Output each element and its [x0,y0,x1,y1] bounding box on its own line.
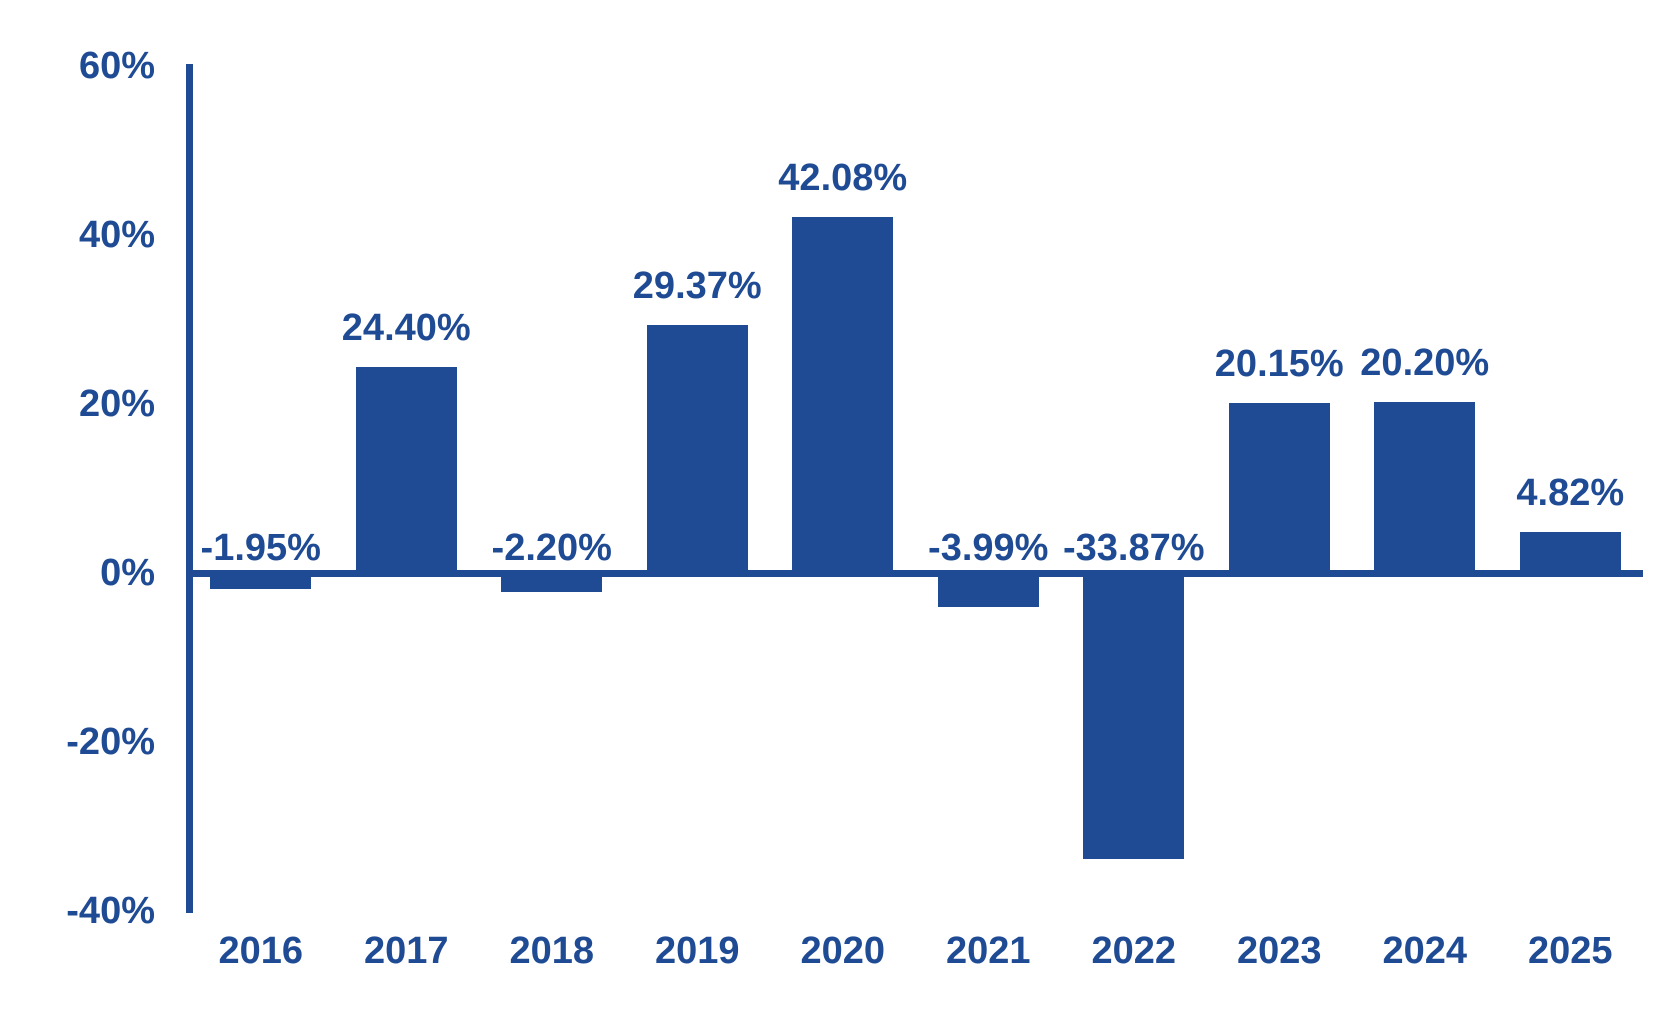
value-label-2017: 24.40% [341,306,471,349]
bar-2021 [937,573,1039,607]
value-label-2024: 20.20% [1360,342,1490,385]
x-tick-label-2023: 2023 [1236,930,1322,972]
x-tick-label-2019: 2019 [654,930,740,972]
bar-2018 [501,573,603,592]
x-tick-label-2024: 2024 [1382,930,1468,972]
x-axis-zero-line [186,569,1643,577]
value-label-2023: 20.15% [1214,342,1344,385]
bar-2022 [1083,573,1185,860]
bar-2019 [646,324,748,573]
bar-2017 [355,366,457,573]
y-tick-label-60pct: 60% [78,45,155,87]
bar-2020 [792,217,894,573]
value-label-2020: 42.08% [778,157,908,200]
x-tick-label-2016: 2016 [218,930,304,972]
bar-2023 [1228,402,1330,573]
x-tick-label-2020: 2020 [800,930,886,972]
x-tick-label-2018: 2018 [509,930,595,972]
value-label-2025: 4.82% [1516,472,1625,515]
y-tick-label--20pct: -20% [66,721,155,763]
y-tick-label-20pct: 20% [78,383,155,425]
y-axis-line [186,64,193,913]
value-label-2022: -33.87% [1062,527,1205,569]
x-tick-label-2021: 2021 [945,930,1031,972]
value-label-2016: -1.95% [200,527,321,569]
y-tick-label-40pct: 40% [78,214,155,256]
value-label-2021: -3.99% [928,527,1049,569]
y-tick-label--40pct: -40% [66,890,155,932]
value-label-2019: 29.37% [632,264,762,307]
x-tick-label-2025: 2025 [1527,930,1613,972]
bar-2016 [210,573,312,590]
annual-returns-bar-chart: 60% 40% 20% 0% -20% -40% -1.95% 2016 24.40% 2017 -… [40,16,1654,1006]
x-tick-label-2022: 2022 [1091,930,1177,972]
y-tick-label-0pct: 0% [100,552,155,594]
value-label-2018: -2.20% [491,527,612,569]
bar-2025 [1519,532,1621,573]
bar-2024 [1374,402,1476,573]
x-tick-label-2017: 2017 [363,930,449,972]
